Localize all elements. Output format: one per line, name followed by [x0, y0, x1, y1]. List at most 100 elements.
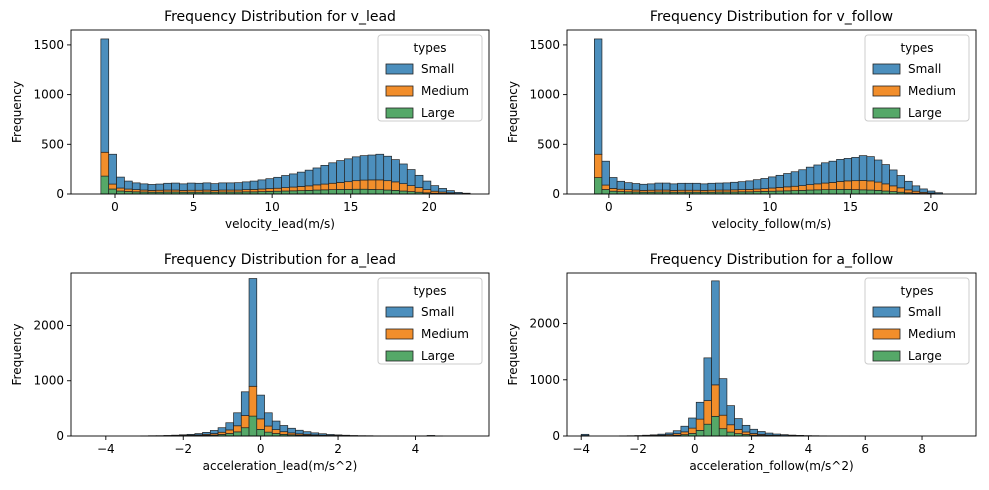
bar-small — [609, 177, 618, 189]
bar-small — [783, 173, 792, 188]
bar-small — [209, 430, 219, 434]
bar-medium — [304, 185, 314, 191]
x-axis-label: velocity_lead(m/s) — [225, 217, 335, 231]
bar-small — [672, 430, 682, 434]
histogram-bars — [580, 280, 866, 437]
bar-small — [874, 159, 883, 183]
bar-small — [741, 424, 751, 433]
y-tick-label: 1000 — [33, 374, 64, 388]
legend-swatch-small — [872, 306, 901, 318]
bar-small — [866, 156, 875, 182]
legend-swatch-large — [385, 350, 414, 362]
bar-small — [730, 181, 739, 191]
bar-small — [616, 180, 626, 190]
bar-small — [836, 159, 845, 182]
chart-title: Frequency Distribution for v_follow — [650, 9, 893, 25]
bar-large — [821, 189, 830, 195]
bar-small — [186, 182, 196, 191]
legend: types Small Medium Large — [864, 34, 970, 122]
bar-large — [843, 189, 853, 195]
bar-small — [225, 422, 234, 431]
bar-small — [927, 190, 936, 194]
subplot-3: −4 −2 0 2 4 0 1000 2000 Frequency Distribution f… — [10, 252, 490, 473]
y-tick-label: 1000 — [529, 373, 560, 387]
bar-small — [438, 188, 447, 193]
legend-label-medium: Medium — [421, 84, 469, 98]
bar-small — [594, 38, 603, 155]
bar-medium — [406, 185, 416, 192]
bar-small — [695, 401, 705, 420]
bar-small — [271, 420, 281, 430]
bar-small — [116, 176, 125, 189]
bar-large — [304, 190, 314, 195]
x-axis-ticks: −4 −2 0 2 4 6 8 — [572, 436, 926, 456]
bar-small — [677, 182, 686, 191]
bar-medium — [858, 180, 868, 191]
bar-small — [790, 171, 800, 187]
legend-box — [377, 34, 483, 122]
bar-small — [813, 164, 822, 185]
bar-large — [108, 188, 117, 195]
y-axis-ticks: 0 500 1000 1500 — [529, 38, 567, 201]
bar-small — [240, 391, 250, 416]
legend-swatch-small — [872, 63, 901, 75]
bar-medium — [760, 188, 769, 192]
bar-small — [703, 357, 712, 401]
y-tick-label: 0 — [552, 429, 560, 443]
bar-small — [631, 183, 641, 191]
bar-small — [326, 434, 335, 436]
legend-swatch-medium — [385, 85, 414, 97]
bar-medium — [240, 415, 250, 429]
histogram-bars — [100, 38, 471, 195]
legend: types Small Medium Large — [377, 34, 483, 122]
bar-small — [131, 182, 141, 190]
bar-medium — [320, 183, 330, 191]
bar-medium — [108, 183, 117, 190]
bar-small — [281, 175, 290, 188]
x-tick-label: 0 — [257, 442, 265, 456]
bar-large — [100, 175, 110, 195]
bar-small — [684, 182, 694, 191]
bar-small — [722, 182, 731, 191]
bar-small — [108, 153, 117, 185]
bar-medium — [422, 189, 432, 194]
y-axis-ticks: 0 500 1000 1500 — [33, 38, 71, 201]
bar-small — [248, 278, 258, 387]
bar-small — [764, 432, 774, 436]
legend-label-medium: Medium — [908, 84, 956, 98]
x-tick-label: 8 — [918, 442, 926, 456]
bar-small — [233, 412, 242, 427]
bar-medium — [289, 186, 298, 192]
bar-small — [202, 182, 212, 191]
bar-large — [828, 189, 837, 195]
bar-medium — [399, 183, 408, 192]
bar-medium — [594, 153, 603, 178]
legend: types Small Medium Large — [864, 277, 970, 365]
bar-small — [139, 183, 149, 191]
bar-medium — [281, 187, 290, 192]
bar-medium — [367, 179, 377, 190]
bar-medium — [265, 188, 275, 192]
x-axis-ticks: 0 5 10 15 20 — [111, 194, 437, 214]
legend-label-small: Small — [421, 305, 454, 319]
bar-large — [248, 415, 258, 437]
bar-small — [179, 434, 188, 436]
subplot-2: 0 5 10 15 20 0 500 1000 1500 Frequency Distributi… — [506, 9, 977, 231]
bar-small — [367, 154, 377, 181]
histogram-bars — [594, 38, 943, 195]
legend-title: types — [900, 284, 933, 298]
bar-small — [273, 176, 282, 189]
bar-small — [430, 185, 440, 192]
bar-small — [749, 428, 758, 434]
bar-large — [367, 189, 377, 195]
bar-medium — [375, 179, 385, 190]
bar-small — [194, 433, 203, 436]
bar-large — [296, 190, 306, 195]
x-axis-label: velocity_follow(m/s) — [712, 217, 832, 231]
bar-small — [711, 280, 720, 386]
bar-medium — [798, 185, 807, 191]
x-tick-label: 0 — [605, 200, 613, 214]
bar-large — [695, 430, 705, 437]
legend-box — [377, 277, 483, 365]
